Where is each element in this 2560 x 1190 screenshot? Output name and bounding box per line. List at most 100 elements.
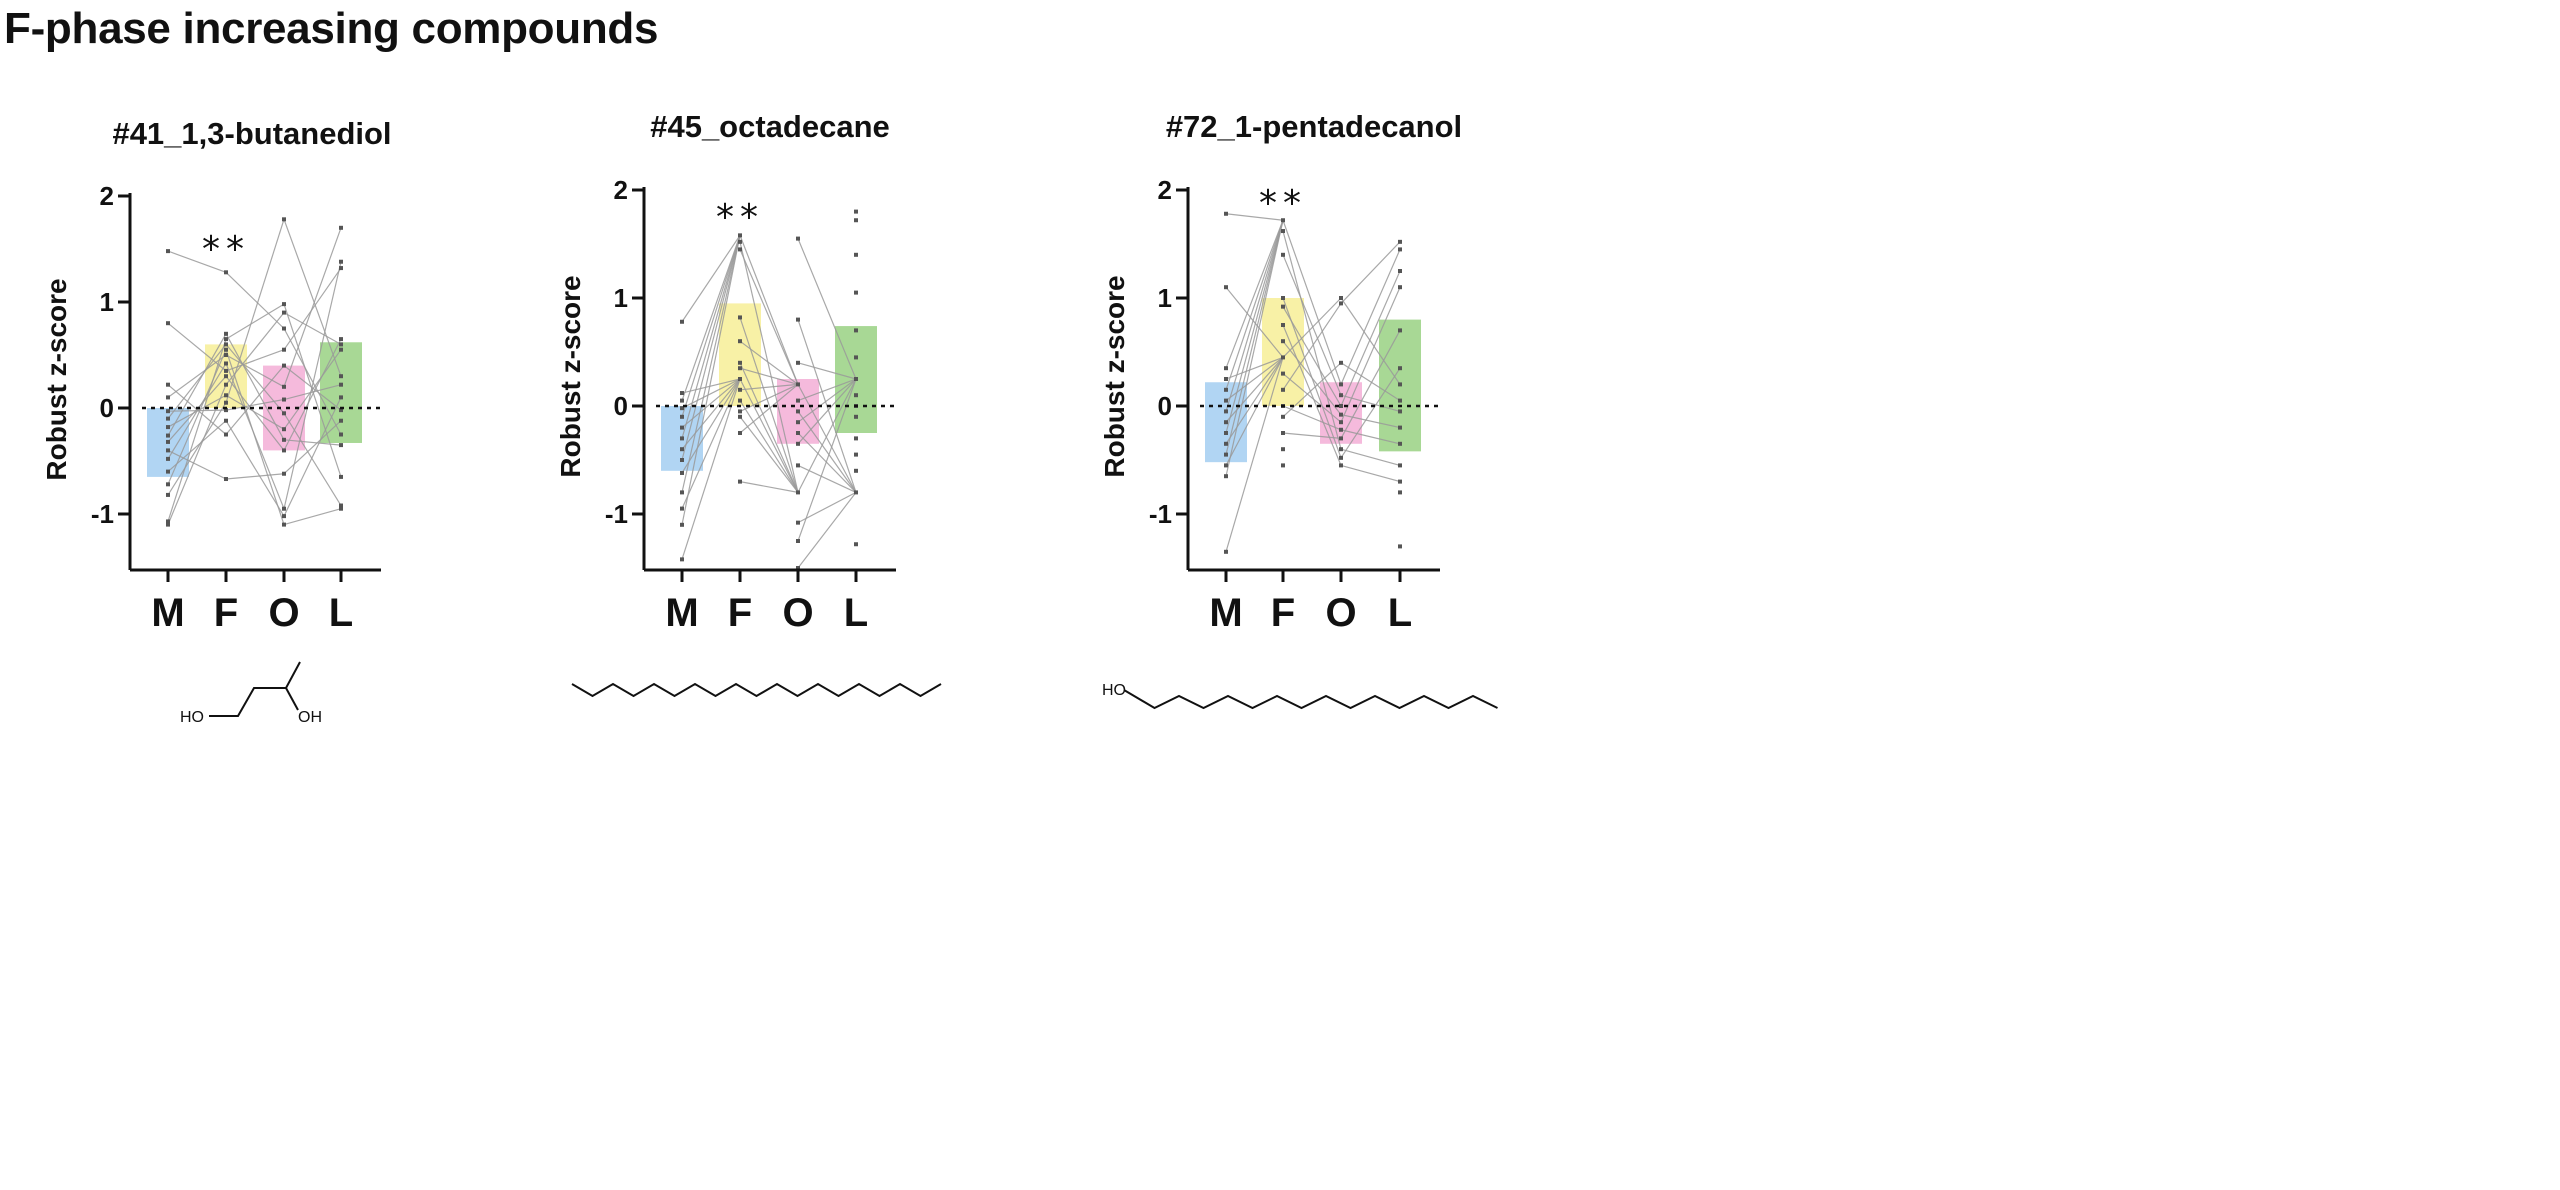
x-tick-label: M [665,591,698,635]
paired-line [1340,297,1401,385]
data-point [680,425,684,430]
significance-marker: ** [1259,183,1307,224]
data-point [1339,455,1343,460]
data-point [166,492,170,497]
paired-line [225,420,285,517]
data-point [680,391,684,396]
y-tick-label: 0 [614,391,628,421]
paired-line [225,271,285,329]
paired-line [1282,220,1342,385]
paired-line [283,219,342,377]
data-point [282,506,286,511]
data-point [738,431,742,435]
data-point [854,414,858,419]
paired-line [739,317,799,493]
data-point [1224,463,1228,468]
data-point [854,290,858,295]
paired-line [681,378,741,450]
data-point [796,441,800,446]
data-point [339,337,343,342]
paired-line [1225,220,1284,455]
paired-line [1340,414,1401,429]
molecule-structure [571,682,942,698]
data-point [1398,247,1402,252]
data-point [224,477,228,482]
data-point [339,503,343,508]
data-point [1339,420,1343,425]
data-point [282,217,286,222]
data-point [166,395,170,400]
data-point [738,398,742,403]
paired-line [1340,429,1401,445]
data-point [796,490,800,495]
data-point [738,315,742,320]
data-point [224,353,228,357]
y-tick-label: -1 [605,499,628,529]
data-point [166,456,170,461]
data-point [1398,441,1402,446]
data-point [339,342,343,347]
data-point [1339,447,1343,452]
data-point [680,522,684,527]
data-point [680,436,684,441]
x-tick-label: M [1209,591,1242,635]
data-point [1398,269,1402,273]
paired-line [797,238,857,380]
data-point [680,490,684,495]
paired-line [1340,270,1401,407]
paired-line [1340,330,1401,439]
data-point [1281,414,1285,419]
paired-line [1225,220,1284,369]
paired-line [225,394,285,430]
data-point [339,506,343,511]
data-point [854,218,858,223]
data-point [224,361,228,366]
paired-line [797,384,857,493]
x-tick-label: F [1271,591,1295,635]
x-tick-label: L [329,591,353,635]
paired-line [283,303,342,478]
data-point [854,490,858,495]
data-point [680,406,684,411]
paired-line [1225,357,1284,445]
paired-line [1340,286,1401,423]
paired-line [739,378,799,493]
data-point [738,339,742,344]
significance-marker: ** [716,197,764,238]
data-point [1398,479,1402,484]
y-tick-label: -1 [91,499,114,529]
paired-line [739,249,799,385]
chart-panel: #45_octadecane 2 1 0 -1 Robust z-score M F O L ** [555,109,942,698]
data-point [1281,229,1285,234]
data-point [282,397,286,402]
y-axis-label: Robust z-score [555,275,586,477]
paired-line [1282,373,1342,423]
paired-line [1282,303,1342,391]
data-point [1398,490,1402,495]
paired-line [1225,356,1284,402]
y-tick-label: 0 [100,393,114,423]
atom-label: OH [298,709,322,726]
data-point [224,331,228,336]
data-point [1281,304,1285,309]
paired-line [681,378,741,429]
paired-line [681,235,741,525]
page-title: F-phase increasing compounds [4,4,659,53]
data-point [796,539,800,543]
x-tick-label: M [151,591,184,635]
data-point [854,436,858,441]
data-point [796,236,800,241]
y-tick-label: 1 [1158,283,1172,313]
paired-line [1340,241,1401,304]
paired-line [1282,306,1342,407]
paired-line [167,449,227,480]
y-tick-label: 1 [100,287,114,317]
paired-line [681,235,741,323]
data-point [1339,296,1343,300]
data-point [680,319,684,324]
data-point [224,382,228,387]
paired-line [225,219,285,403]
data-point [1224,377,1228,381]
data-point [854,393,858,398]
